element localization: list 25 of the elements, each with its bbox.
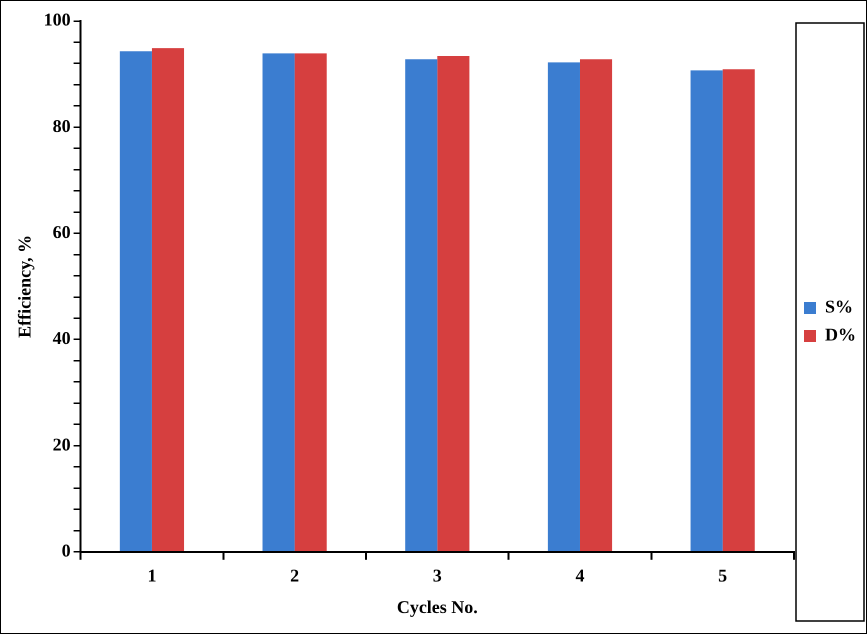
y-tick-label: 60 (52, 222, 71, 242)
legend-label: D% (825, 324, 856, 345)
y-tick-label: 80 (52, 116, 71, 136)
bar (405, 59, 438, 552)
bar (548, 62, 580, 552)
bar (722, 69, 755, 552)
y-tick-label: 40 (52, 328, 71, 348)
y-tick-label: 0 (62, 540, 71, 560)
y-axis-title: Efficiency, % (14, 234, 34, 338)
x-tick-label: 4 (575, 565, 584, 586)
x-tick-label: 3 (432, 565, 442, 586)
bar (120, 51, 152, 552)
x-axis-title: Cycles No. (396, 596, 478, 617)
y-tick-label: 20 (52, 434, 71, 454)
bar (294, 53, 327, 552)
bar (262, 53, 295, 552)
x-tick-label: 5 (718, 565, 728, 586)
bar (152, 48, 184, 552)
legend-label: S% (825, 296, 854, 317)
bar (690, 70, 723, 552)
bar (580, 59, 612, 552)
y-tick-label: 100 (44, 10, 71, 30)
bar (437, 56, 470, 552)
x-tick-label: 2 (290, 565, 300, 586)
x-tick-label: 1 (147, 565, 156, 586)
